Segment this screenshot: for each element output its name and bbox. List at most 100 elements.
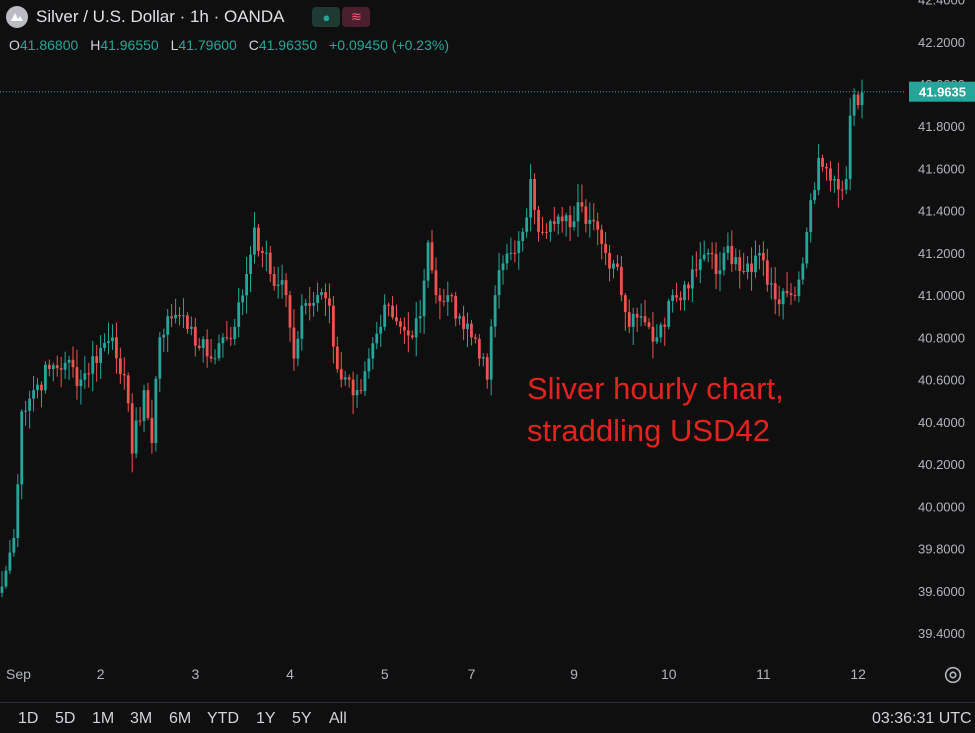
symbol-title[interactable]: Silver / U.S. Dollar · 1h · OANDA — [36, 7, 285, 26]
candle-body — [805, 232, 809, 264]
candle-body — [28, 398, 32, 411]
candle-body — [616, 263, 619, 267]
candle-body — [402, 326, 406, 331]
candle-body — [698, 259, 702, 270]
high-value: 41.96550 — [100, 37, 159, 53]
low-value: 41.79600 — [178, 37, 237, 53]
utc-clock[interactable]: 03:36:31 UTC — [872, 710, 972, 727]
status-indicators[interactable]: ● ≋ — [312, 7, 371, 27]
candle-body — [335, 346, 339, 370]
candle-body — [497, 270, 501, 296]
timeframe-1y-button[interactable]: 1Y — [256, 710, 276, 727]
candle-body — [189, 326, 193, 329]
timeframe-ytd-button[interactable]: YTD — [207, 710, 239, 727]
candle-body — [844, 179, 848, 190]
candle-body — [343, 377, 347, 380]
candle-body — [8, 552, 12, 571]
candle-body — [87, 373, 91, 375]
candle-body — [331, 305, 335, 347]
candle-body — [754, 255, 757, 273]
candle-body — [174, 314, 177, 319]
time-tick-label: 2 — [97, 666, 105, 682]
wave-icon[interactable]: ≋ — [342, 7, 371, 27]
candle-body — [809, 200, 813, 233]
candle-body — [505, 253, 509, 264]
timeframe-5d-button[interactable]: 5D — [55, 710, 76, 727]
candle-body — [371, 343, 375, 359]
candle-body — [395, 317, 398, 322]
candle-body — [470, 323, 473, 338]
candle-body — [458, 316, 462, 319]
time-tick-label: Sep — [6, 666, 31, 682]
candle-body — [687, 284, 690, 289]
candle-body — [635, 313, 639, 318]
candle-body — [142, 390, 146, 421]
candle-body — [178, 314, 181, 317]
candle-body — [324, 292, 327, 299]
price-tick-label: 40.0000 — [918, 499, 965, 514]
candle-body — [272, 274, 276, 286]
candle-body — [355, 390, 359, 396]
candle-body — [284, 280, 288, 296]
candle-body — [832, 179, 836, 181]
candle-body — [825, 166, 828, 169]
price-axis: 42.400042.200042.000041.800041.600041.40… — [918, 0, 965, 641]
candle-body — [564, 215, 568, 222]
candle-body — [663, 324, 667, 327]
candle-body — [434, 270, 438, 296]
timeframe-1d-button[interactable]: 1D — [18, 710, 39, 727]
candle-body — [742, 270, 746, 272]
candle-body — [103, 342, 106, 348]
price-chart[interactable]: 42.400042.200042.000041.800041.600041.40… — [0, 0, 975, 700]
candle-body — [521, 231, 525, 241]
candle-body — [659, 324, 663, 338]
candle-body — [316, 295, 319, 303]
timeframe-6m-button[interactable]: 6M — [169, 710, 192, 727]
candle-body — [414, 318, 418, 338]
candle-body — [572, 221, 576, 228]
green-dot-icon[interactable]: ● — [312, 7, 341, 27]
candle-body — [351, 379, 355, 396]
price-tick-label: 41.0000 — [918, 288, 965, 303]
candle-body — [264, 252, 268, 254]
gear-icon[interactable] — [942, 664, 964, 686]
candle-body — [493, 295, 497, 327]
candle-body — [55, 365, 59, 369]
candle-body — [138, 420, 142, 422]
candle-body — [217, 343, 221, 359]
candle-body — [631, 313, 635, 327]
candle-body — [462, 316, 465, 330]
timeframe-5y-button[interactable]: 5Y — [292, 710, 312, 727]
candle-body — [438, 295, 442, 302]
candle-body — [12, 537, 16, 553]
candle-body — [122, 374, 126, 376]
price-tick-label: 40.4000 — [918, 415, 965, 430]
candle-body — [383, 304, 387, 327]
candle-body — [296, 338, 300, 359]
high-label: H — [90, 37, 101, 53]
svg-text:41.9635: 41.9635 — [919, 85, 966, 100]
candle-body — [16, 484, 20, 538]
candle-body — [304, 303, 308, 306]
candle-body — [288, 295, 292, 328]
timeframe-1m-button[interactable]: 1M — [92, 710, 115, 727]
candle-body — [257, 227, 260, 251]
candle-body — [537, 209, 540, 232]
candle-body — [134, 420, 138, 454]
timeframe-3m-button[interactable]: 3M — [130, 710, 153, 727]
candle-body — [292, 327, 296, 359]
candle-body — [679, 297, 682, 301]
timeframe-all-button[interactable]: All — [329, 710, 347, 727]
candle-body — [848, 115, 852, 180]
silver-coin-icon[interactable] — [6, 6, 28, 28]
time-tick-label: 10 — [661, 666, 677, 682]
candle-body — [856, 94, 860, 106]
candle-body — [840, 189, 844, 191]
candle-body — [821, 157, 824, 167]
candle-body — [474, 337, 477, 339]
candle-body — [430, 242, 434, 271]
candle-body — [517, 240, 521, 253]
candle-body — [829, 168, 832, 181]
candle-body — [245, 274, 248, 296]
candle-body — [260, 250, 264, 253]
